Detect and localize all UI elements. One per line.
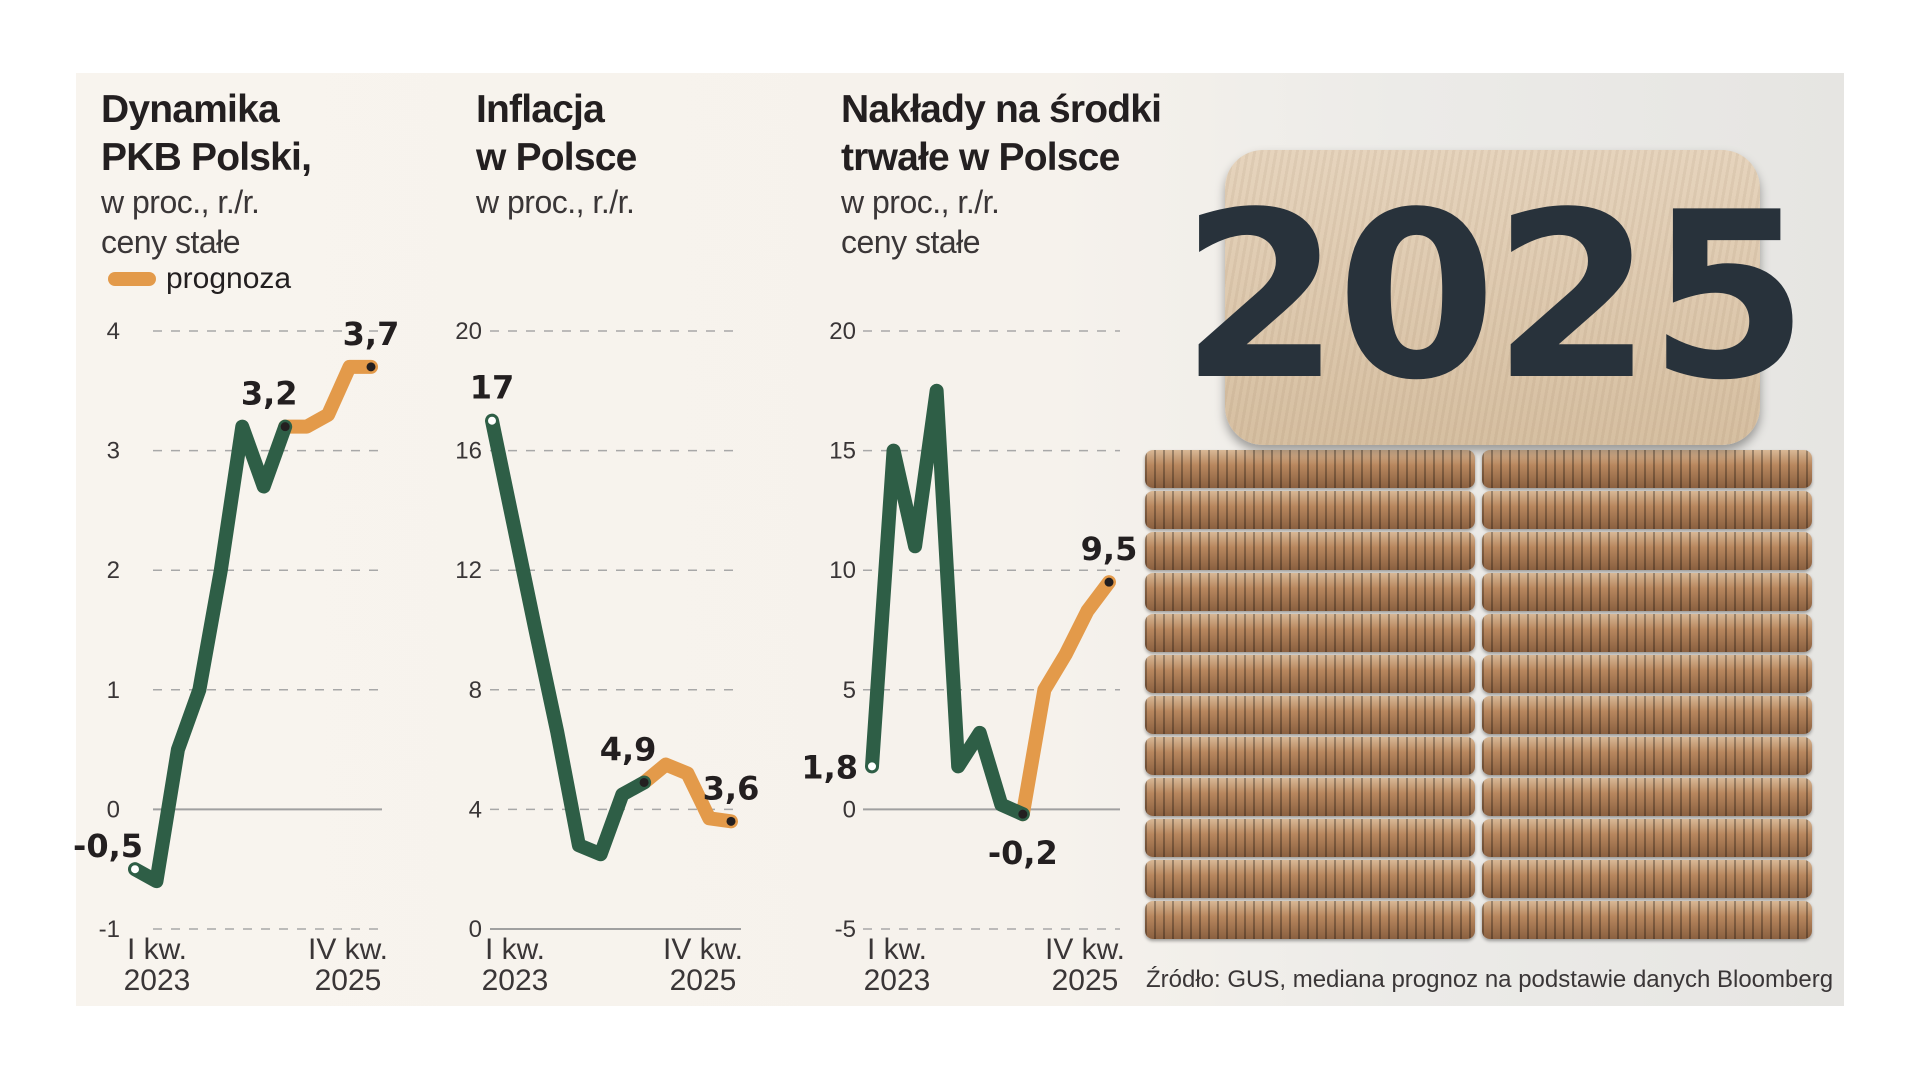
- forecast-start-marker: [280, 422, 290, 432]
- block-text: 2025: [1180, 164, 1808, 431]
- x-label-end-inflation: IV kw. 2025: [662, 933, 744, 997]
- y-tick-label: 20: [455, 318, 482, 345]
- start-point-marker: [131, 865, 139, 874]
- legend-label: prognoza: [166, 262, 292, 295]
- y-tick-label: 16: [455, 438, 482, 465]
- data-label: 4,9: [600, 730, 657, 768]
- end-point-marker: [726, 816, 736, 826]
- title-line: w Polsce: [476, 136, 637, 179]
- coin-stack-right: [1482, 450, 1812, 942]
- actual-series-line: [128, 419, 293, 889]
- title-line: trwałe w Polsce: [841, 136, 1120, 179]
- y-tick-label: 2: [107, 557, 120, 584]
- y-tick-label: 5: [843, 677, 856, 704]
- chart-title-inflation: Inflacja w Polsce w proc., r./r.: [476, 86, 637, 222]
- forecast-start-marker: [639, 777, 649, 787]
- legend: prognoza: [108, 262, 291, 296]
- y-tick-label: 20: [829, 318, 856, 345]
- title-line: Nakłady na środki: [841, 88, 1162, 131]
- data-label: -0,2: [988, 834, 1058, 872]
- y-tick-label: 0: [107, 796, 120, 823]
- wooden-block-2025: 2025: [1180, 150, 1809, 445]
- forecast-series-line: [1015, 575, 1116, 822]
- y-tick-label: 0: [843, 796, 856, 823]
- coins-photo: 2025: [1140, 140, 1840, 950]
- y-tick-label: 4: [469, 796, 482, 823]
- chart-title-gdp: Dynamika PKB Polski, w proc., r./r. ceny…: [101, 86, 312, 262]
- chart-title-investment: Nakłady na środki trwałe w Polsce w proc…: [841, 86, 1162, 262]
- y-tick-label: -1: [99, 916, 120, 943]
- end-point-marker: [366, 362, 376, 372]
- x-label-end-investment: IV kw. 2025: [1044, 933, 1126, 997]
- data-label: 3,2: [241, 375, 298, 413]
- data-label: 1,8: [801, 748, 858, 786]
- subtitle-line: ceny stałe: [101, 224, 241, 260]
- end-point-marker: [1104, 577, 1114, 587]
- subtitle-line: ceny stałe: [841, 224, 981, 260]
- forecast-start-marker: [1018, 809, 1028, 819]
- y-tick-label: -5: [835, 916, 856, 943]
- coin-stack-left: [1145, 450, 1475, 942]
- start-point-marker: [488, 416, 496, 425]
- y-tick-label: 0: [469, 916, 482, 943]
- y-tick-label: 15: [829, 438, 856, 465]
- x-label-end-gdp: IV kw. 2025: [307, 933, 389, 997]
- start-point-marker: [868, 762, 876, 771]
- forecast-series-line: [278, 359, 378, 434]
- y-tick-label: 1: [107, 677, 120, 704]
- y-tick-label: 3: [107, 438, 120, 465]
- data-label: 9,5: [1081, 530, 1138, 568]
- x-label-start-inflation: I kw. 2023: [481, 933, 549, 997]
- subtitle-line: w proc., r./r.: [841, 184, 1000, 220]
- subtitle-line: w proc., r./r.: [101, 184, 260, 220]
- source-note: Źródło: GUS, mediana prognoz na podstawi…: [1146, 966, 1834, 993]
- forecast-swatch: [108, 272, 156, 286]
- y-tick-label: 12: [455, 557, 482, 584]
- x-label-start-investment: I kw. 2023: [863, 933, 931, 997]
- actual-series-line: [485, 413, 652, 862]
- subtitle-line: w proc., r./r.: [476, 184, 635, 220]
- actual-series-line: [865, 383, 1030, 822]
- y-tick-label: 4: [107, 318, 120, 345]
- title-line: Inflacja: [476, 88, 605, 131]
- title-line: Dynamika: [101, 88, 280, 131]
- data-label: 17: [470, 369, 515, 407]
- data-label: 3,7: [343, 315, 400, 353]
- y-tick-label: 10: [829, 557, 856, 584]
- title-line: PKB Polski,: [101, 136, 312, 179]
- forecast-series-line: [637, 757, 738, 829]
- x-label-start-gdp: I kw. 2023: [123, 933, 191, 997]
- data-label: -0,5: [73, 827, 143, 865]
- data-label: 3,6: [703, 769, 760, 807]
- y-tick-label: 8: [469, 677, 482, 704]
